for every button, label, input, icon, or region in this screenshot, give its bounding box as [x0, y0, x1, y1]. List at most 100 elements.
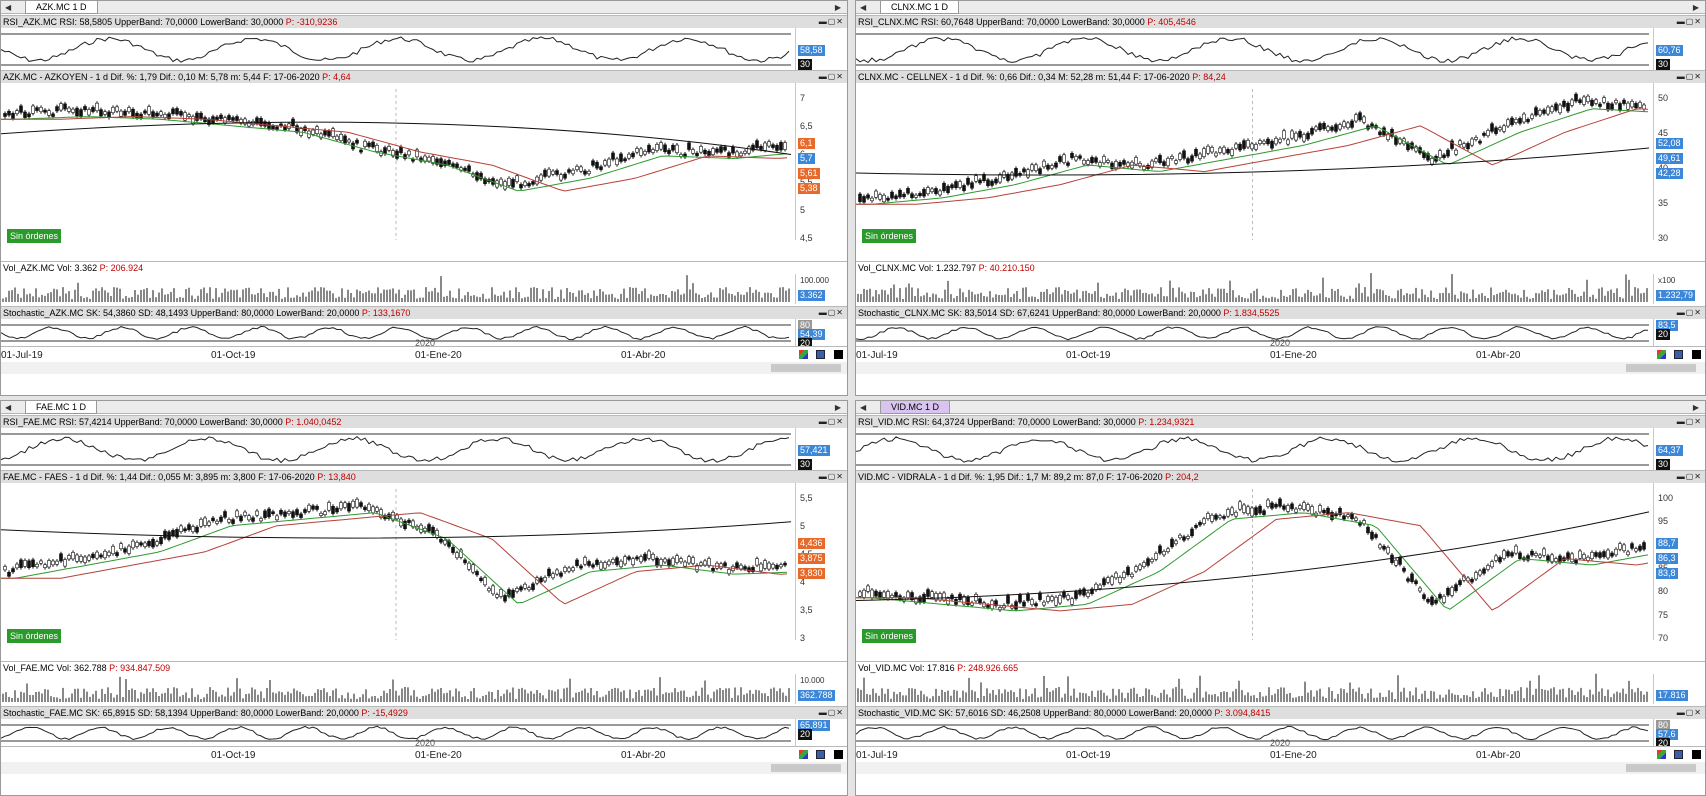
price-plot[interactable] — [856, 471, 1650, 640]
horizontal-scrollbar[interactable] — [1, 762, 847, 774]
black-square-icon[interactable] — [1692, 750, 1701, 760]
scrollbar-thumb[interactable] — [1626, 364, 1696, 372]
order-status-label[interactable]: Sin órdenes — [7, 229, 62, 243]
volume-header: Vol_AZK.MC Vol: 3.362 P: 206.924 — [1, 262, 847, 274]
candle — [695, 564, 699, 572]
candle — [639, 148, 643, 156]
chart-window-azk[interactable]: ◀ AZK.MC 1 D ▶ RSI_AZK.MC RSI: 58,5805 U… — [0, 0, 848, 396]
candle — [1306, 504, 1310, 511]
horizontal-scrollbar[interactable] — [856, 762, 1705, 774]
black-square-icon[interactable] — [834, 350, 843, 360]
scroll-left-icon[interactable]: ◀ — [860, 3, 867, 12]
candle — [643, 553, 647, 561]
candle — [950, 184, 954, 189]
window-controls[interactable]: ▬▢✕ — [1676, 472, 1702, 481]
candle — [31, 559, 35, 567]
candle — [299, 513, 303, 518]
candle — [1322, 122, 1326, 130]
candle — [455, 163, 459, 168]
scrollbar-thumb[interactable] — [1626, 764, 1696, 772]
candle — [519, 184, 523, 189]
horizontal-scrollbar[interactable] — [1, 362, 847, 374]
candle — [1178, 153, 1182, 160]
candle — [55, 560, 59, 565]
candle — [1410, 573, 1414, 582]
candle — [267, 508, 271, 518]
candle — [227, 115, 231, 120]
palette-icon[interactable] — [1656, 350, 1666, 360]
save-icon[interactable] — [816, 750, 826, 760]
palette-icon[interactable] — [798, 750, 808, 760]
window-controls[interactable]: ▬▢✕ — [1676, 308, 1702, 317]
window-controls[interactable]: ▬▢✕ — [818, 308, 844, 317]
candle — [1146, 558, 1150, 566]
scroll-right-icon[interactable]: ▶ — [1692, 403, 1699, 412]
candle — [1318, 123, 1322, 131]
stochastic-p: P: -15,4929 — [361, 708, 408, 718]
price-plot[interactable] — [1, 471, 792, 640]
palette-icon[interactable] — [1656, 750, 1666, 760]
save-icon[interactable] — [816, 350, 826, 360]
scroll-right-icon[interactable]: ▶ — [1692, 3, 1699, 12]
window-controls[interactable]: ▬▢✕ — [1676, 17, 1702, 26]
window-controls[interactable]: ▬▢✕ — [818, 17, 844, 26]
candle — [431, 156, 435, 164]
window-controls[interactable]: ▬▢✕ — [818, 472, 844, 481]
chart-window-fae[interactable]: ◀ FAE.MC 1 D ▶ RSI_FAE.MC RSI: 57,4214 U… — [0, 400, 848, 796]
window-controls[interactable]: ▬▢✕ — [818, 72, 844, 81]
candle — [882, 591, 886, 598]
candle — [171, 108, 175, 115]
black-square-icon[interactable] — [834, 750, 843, 760]
candle — [587, 561, 591, 566]
chart-tab[interactable]: AZK.MC 1 D — [25, 1, 98, 14]
window-controls[interactable]: ▬▢✕ — [818, 708, 844, 717]
order-status-label[interactable]: Sin órdenes — [862, 229, 917, 243]
scroll-right-icon[interactable]: ▶ — [834, 3, 841, 12]
order-status-label[interactable]: Sin órdenes — [862, 629, 917, 643]
tab-bar: ◀ CLNX.MC 1 D ▶ — [856, 1, 1705, 14]
chart-tab[interactable]: FAE.MC 1 D — [25, 401, 98, 414]
scrollbar-thumb[interactable] — [771, 764, 841, 772]
candle — [994, 600, 998, 607]
horizontal-scrollbar[interactable] — [856, 362, 1705, 374]
candle — [575, 559, 579, 566]
candle — [1446, 149, 1450, 157]
scroll-left-icon[interactable]: ◀ — [860, 403, 867, 412]
chart-window-vid[interactable]: ◀ VID.MC 1 D ▶ RSI_VID.MC RSI: 64,3724 U… — [855, 400, 1706, 796]
price-plot[interactable] — [1, 71, 792, 240]
scroll-left-icon[interactable]: ◀ — [5, 403, 12, 412]
window-controls[interactable]: ▬▢✕ — [818, 417, 844, 426]
stochastic-p: P: 1.834,5525 — [1223, 308, 1280, 318]
moving-average-mid — [1, 512, 788, 605]
candle — [1594, 99, 1598, 104]
chart-window-clnx[interactable]: ◀ CLNX.MC 1 D ▶ RSI_CLNX.MC RSI: 60,7648… — [855, 0, 1706, 396]
candle — [223, 511, 227, 518]
price-plot[interactable] — [856, 71, 1650, 240]
window-controls[interactable]: ▬▢✕ — [1676, 417, 1702, 426]
scroll-right-icon[interactable]: ▶ — [834, 403, 841, 412]
scroll-left-icon[interactable]: ◀ — [5, 3, 12, 12]
candle — [51, 560, 55, 566]
candle — [934, 188, 938, 194]
window-controls[interactable]: ▬▢✕ — [1676, 72, 1702, 81]
candle — [195, 112, 199, 121]
candle — [858, 193, 862, 202]
chart-tab[interactable]: VID.MC 1 D — [880, 401, 951, 414]
candle — [775, 564, 779, 570]
palette-icon[interactable] — [798, 350, 808, 360]
save-icon[interactable] — [1674, 350, 1684, 360]
chart-tab[interactable]: CLNX.MC 1 D — [880, 1, 960, 14]
candle — [1382, 545, 1386, 550]
price-level-badge: 5,61 — [798, 168, 820, 179]
save-icon[interactable] — [1674, 750, 1684, 760]
candle — [443, 539, 447, 545]
window-controls[interactable]: ▬▢✕ — [1676, 708, 1702, 717]
candle — [483, 577, 487, 586]
black-square-icon[interactable] — [1692, 350, 1701, 360]
candle — [371, 141, 375, 148]
order-status-label[interactable]: Sin órdenes — [7, 629, 62, 643]
candle — [1466, 143, 1470, 150]
scrollbar-thumb[interactable] — [771, 364, 841, 372]
candle — [379, 509, 383, 518]
candle — [1294, 132, 1298, 141]
